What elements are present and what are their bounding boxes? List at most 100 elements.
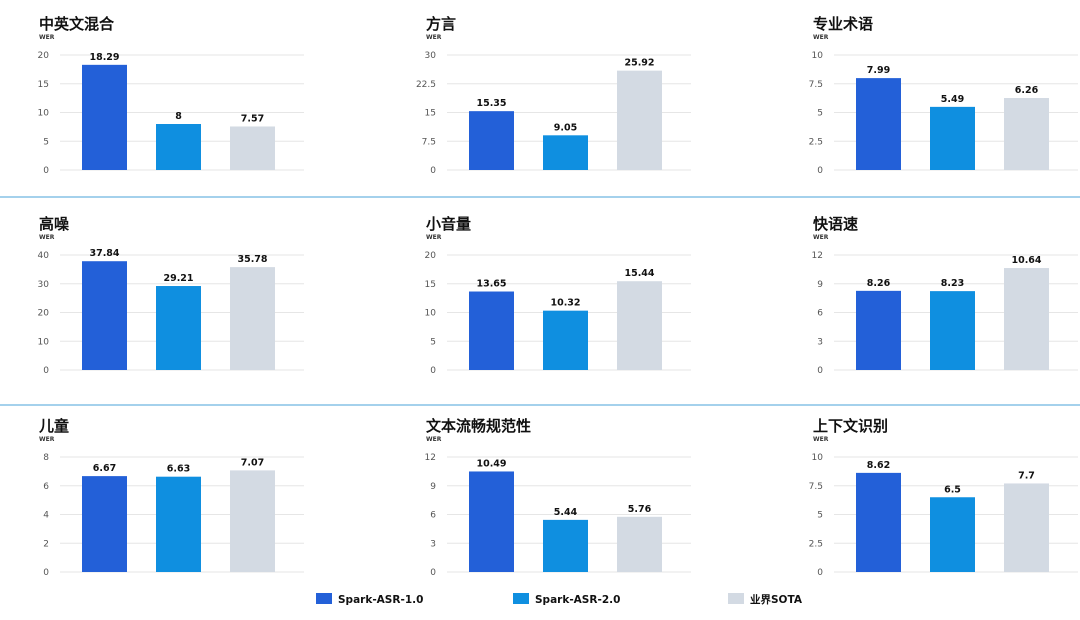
chart-4-unit-label: WER — [39, 234, 55, 241]
chart-2-value-label-2: 9.05 — [554, 122, 577, 133]
chart-6-value-label-2: 8.23 — [941, 278, 964, 289]
chart-4-title: 高噪 — [39, 215, 70, 233]
chart-5-title: 小音量 — [426, 215, 471, 233]
chart-4-ytick-4: 40 — [38, 251, 50, 261]
chart-6-bar-2 — [930, 291, 975, 370]
chart-5-bar-3 — [617, 281, 662, 370]
chart-5-value-label-1: 13.65 — [476, 279, 506, 290]
chart-5-bar-1 — [469, 291, 514, 370]
chart-8-bar-1 — [469, 471, 514, 572]
chart-2-ytick-4: 30 — [425, 51, 437, 61]
chart-8-bar-3 — [617, 516, 662, 572]
chart-9-ytick-4: 10 — [812, 453, 824, 463]
chart-8-ytick-2: 6 — [430, 511, 436, 521]
legend-swatch-2 — [513, 593, 529, 604]
chart-7-ytick-3: 6 — [43, 482, 49, 492]
chart-9-value-label-1: 8.62 — [867, 460, 890, 471]
chart-3-bar-2 — [930, 106, 975, 170]
chart-4-value-label-2: 29.21 — [163, 273, 193, 284]
chart-9-value-label-3: 7.7 — [1018, 470, 1035, 481]
chart-7-bar-1 — [82, 476, 127, 572]
chart-9-ytick-3: 7.5 — [809, 482, 823, 492]
chart-9-bar-1 — [856, 472, 901, 572]
chart-7-ytick-1: 2 — [43, 539, 49, 549]
chart-2-ytick-0: 0 — [430, 166, 436, 176]
chart-7-bar-2 — [156, 476, 201, 572]
chart-9-ytick-0: 0 — [817, 568, 823, 578]
chart-7-unit-label: WER — [39, 436, 55, 443]
chart-9-bar-2 — [930, 497, 975, 572]
chart-6-value-label-3: 10.64 — [1011, 255, 1041, 266]
chart-1-title: 中英文混合 — [39, 15, 115, 33]
chart-1-ytick-1: 5 — [43, 137, 49, 147]
chart-2-value-label-1: 15.35 — [476, 98, 506, 109]
chart-1-value-label-1: 18.29 — [89, 52, 119, 63]
chart-1-bar-3 — [230, 126, 275, 170]
chart-2-bar-1 — [469, 111, 514, 170]
chart-9-bar-3 — [1004, 483, 1049, 572]
chart-8-value-label-2: 5.44 — [554, 507, 578, 518]
chart-4-value-label-1: 37.84 — [89, 248, 119, 259]
chart-3-value-label-2: 5.49 — [941, 94, 964, 105]
chart-7-bar-3 — [230, 470, 275, 572]
chart-3-ytick-0: 0 — [817, 166, 823, 176]
chart-7-value-label-2: 6.63 — [167, 464, 190, 475]
chart-7-ytick-2: 4 — [43, 511, 49, 521]
chart-2-unit-label: WER — [426, 34, 442, 41]
chart-7-ytick-0: 0 — [43, 568, 49, 578]
chart-8-ytick-0: 0 — [430, 568, 436, 578]
chart-6-ytick-1: 3 — [817, 337, 823, 347]
legend-swatch-3 — [728, 593, 744, 604]
chart-8-ytick-3: 9 — [430, 482, 436, 492]
chart-2-title: 方言 — [426, 15, 456, 33]
chart-6-ytick-4: 12 — [812, 251, 823, 261]
chart-9-ytick-1: 2.5 — [809, 539, 823, 549]
chart-7-value-label-1: 6.67 — [93, 463, 116, 474]
chart-9-title: 上下文识别 — [813, 417, 888, 435]
chart-3-bar-3 — [1004, 98, 1049, 170]
chart-3-ytick-1: 2.5 — [809, 137, 823, 147]
chart-2-bar-3 — [617, 70, 662, 170]
chart-7-value-label-3: 7.07 — [241, 457, 264, 468]
chart-8-title: 文本流畅规范性 — [426, 417, 531, 435]
chart-1-bar-1 — [82, 64, 127, 170]
chart-8-unit-label: WER — [426, 436, 442, 443]
chart-3-value-label-1: 7.99 — [867, 65, 890, 76]
chart-6-unit-label: WER — [813, 234, 829, 241]
chart-4-ytick-3: 30 — [38, 280, 50, 290]
chart-3-unit-label: WER — [813, 34, 829, 41]
chart-3-ytick-3: 7.5 — [809, 80, 823, 90]
chart-5-ytick-2: 10 — [425, 309, 437, 319]
chart-1-unit-label: WER — [39, 34, 55, 41]
chart-5-value-label-2: 10.32 — [550, 298, 580, 309]
chart-6-bar-1 — [856, 290, 901, 370]
chart-7-ytick-4: 8 — [43, 453, 49, 463]
chart-6-ytick-0: 0 — [817, 366, 823, 376]
chart-4-bar-3 — [230, 267, 275, 370]
chart-1-ytick-3: 15 — [38, 80, 49, 90]
chart-3-ytick-4: 10 — [812, 51, 824, 61]
chart-2-ytick-1: 7.5 — [422, 137, 436, 147]
chart-7-title: 儿童 — [38, 417, 69, 435]
chart-9-unit-label: WER — [813, 436, 829, 443]
chart-8-value-label-3: 5.76 — [628, 504, 652, 515]
chart-2-value-label-3: 25.92 — [624, 58, 654, 69]
chart-3-title: 专业术语 — [813, 15, 873, 33]
chart-6-value-label-1: 8.26 — [867, 278, 891, 289]
chart-1-ytick-4: 20 — [38, 51, 50, 61]
chart-4-ytick-1: 10 — [38, 337, 50, 347]
chart-1-ytick-2: 10 — [38, 109, 50, 119]
chart-6-ytick-3: 9 — [817, 280, 823, 290]
chart-3-ytick-2: 5 — [817, 109, 823, 119]
chart-4-ytick-0: 0 — [43, 366, 49, 376]
chart-8-ytick-1: 3 — [430, 539, 436, 549]
chart-5-value-label-3: 15.44 — [624, 268, 654, 279]
legend-label-3: 业界SOTA — [750, 593, 803, 606]
chart-4-ytick-2: 20 — [38, 309, 50, 319]
chart-1-ytick-0: 0 — [43, 166, 49, 176]
chart-9-value-label-2: 6.5 — [944, 484, 961, 495]
chart-1-bar-2 — [156, 124, 201, 170]
chart-1-value-label-2: 8 — [175, 111, 182, 122]
